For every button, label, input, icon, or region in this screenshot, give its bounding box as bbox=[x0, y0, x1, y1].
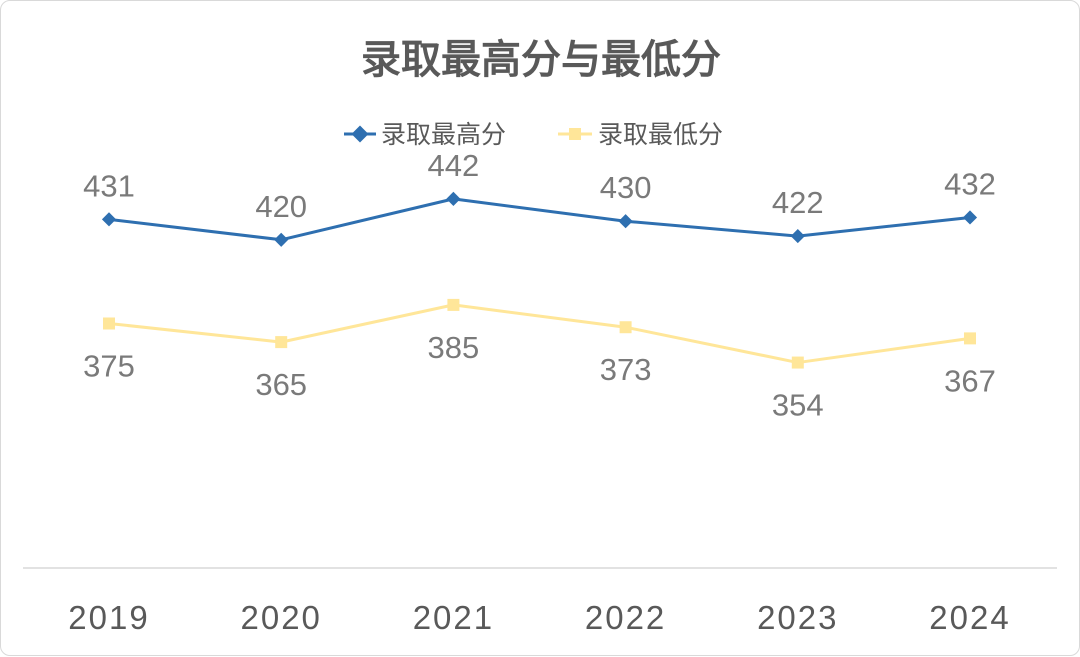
data-point[interactable] bbox=[791, 356, 804, 369]
data-point[interactable] bbox=[447, 298, 460, 311]
legend-label-min: 录取最低分 bbox=[598, 120, 723, 149]
data-label: 375 bbox=[83, 349, 135, 384]
x-tick-label: 2022 bbox=[585, 599, 666, 636]
data-point[interactable] bbox=[618, 214, 633, 229]
data-label: 385 bbox=[428, 330, 480, 365]
data-label: 420 bbox=[255, 189, 307, 224]
data-point[interactable] bbox=[964, 332, 976, 345]
data-point[interactable] bbox=[962, 210, 978, 225]
data-point[interactable] bbox=[103, 317, 115, 330]
data-point[interactable] bbox=[275, 336, 288, 349]
data-point[interactable] bbox=[790, 229, 805, 244]
data-point[interactable] bbox=[619, 321, 632, 334]
x-tick-label: 2021 bbox=[413, 599, 494, 636]
x-tick-label: 2024 bbox=[929, 599, 1010, 636]
legend-marker-min bbox=[569, 128, 581, 140]
data-label: 422 bbox=[772, 185, 824, 220]
legend-marker-max bbox=[351, 125, 369, 143]
series-1: 375 365 385 373 354 367 bbox=[83, 298, 996, 423]
series-line-1 bbox=[108, 303, 971, 365]
chart-title: 录取最高分与最低分 bbox=[361, 37, 721, 83]
data-point[interactable] bbox=[274, 232, 289, 247]
x-axis-ticks: 2019 2020 2021 2022 2023 2024 bbox=[68, 599, 1010, 636]
data-label: 373 bbox=[600, 352, 652, 387]
series-layer: 431 420 442 430 422 432 375 365 385 373 354 367 bbox=[83, 148, 996, 423]
legend: 录取最高分 录取最低分 bbox=[344, 120, 723, 149]
x-tick-label: 2023 bbox=[757, 599, 838, 636]
data-label: 431 bbox=[83, 168, 135, 203]
data-point[interactable] bbox=[446, 191, 461, 206]
data-point[interactable] bbox=[101, 212, 117, 227]
data-label: 367 bbox=[944, 363, 996, 398]
legend-label-max: 录取最高分 bbox=[381, 120, 506, 149]
series-line-0 bbox=[108, 197, 971, 242]
x-tick-label: 2019 bbox=[68, 599, 149, 636]
legend-item-min[interactable]: 录取最低分 bbox=[558, 120, 723, 149]
data-label: 432 bbox=[944, 166, 996, 201]
x-tick-label: 2020 bbox=[240, 599, 321, 636]
data-label: 354 bbox=[772, 388, 824, 423]
data-label: 365 bbox=[255, 367, 307, 402]
series-0: 431 420 442 430 422 432 bbox=[83, 148, 996, 247]
data-label: 430 bbox=[600, 170, 652, 205]
data-label: 442 bbox=[428, 148, 480, 183]
legend-item-max[interactable]: 录取最高分 bbox=[344, 120, 506, 149]
